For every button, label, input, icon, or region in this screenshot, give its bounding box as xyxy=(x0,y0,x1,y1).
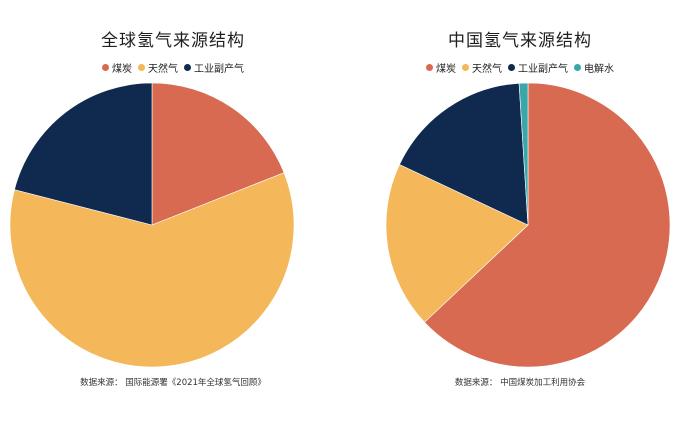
chart-title: 全球氢气来源结构 xyxy=(101,31,245,51)
legend-item[interactable]: 天然气 xyxy=(138,60,178,75)
legend-item[interactable]: 工业副产气 xyxy=(184,60,244,75)
legend-swatch xyxy=(102,64,109,71)
data-source-note: 数据来源： 国际能源署《2021年全球氢气回顾》 xyxy=(80,378,266,388)
legend-label: 工业副产气 xyxy=(518,64,568,75)
legend-label: 天然气 xyxy=(472,64,502,75)
legend-label: 工业副产气 xyxy=(194,64,244,75)
chart-legend: 煤炭 天然气 工业副产气 电解水 xyxy=(347,60,693,75)
chart-panel-china: 中国氢气来源结构 煤炭 天然气 工业副产气 电解水 数据来源： 中国煤炭加工利用协会 xyxy=(347,0,693,425)
legend-item[interactable]: 煤炭 xyxy=(426,60,456,75)
pie-slice[interactable] xyxy=(518,82,529,226)
legend-item[interactable]: 天然气 xyxy=(462,60,502,75)
legend-item[interactable]: 煤炭 xyxy=(102,60,132,75)
pie-slice[interactable] xyxy=(151,82,285,226)
data-source-note: 数据来源： 中国煤炭加工利用协会 xyxy=(454,378,586,388)
chart-panel-global: 全球氢气来源结构 煤炭 天然气 工业副产气 数据来源： 国际能源署《2021年全球氢… xyxy=(0,0,346,425)
legend-swatch xyxy=(138,64,145,71)
pie-chart-global xyxy=(9,82,295,368)
legend-swatch xyxy=(508,64,515,71)
pie-slice[interactable] xyxy=(385,164,529,323)
legend-label: 煤炭 xyxy=(436,64,456,75)
legend-item[interactable]: 电解水 xyxy=(574,60,614,75)
legend-swatch xyxy=(574,64,581,71)
pie-slice[interactable] xyxy=(399,82,529,226)
chart-title: 中国氢气来源结构 xyxy=(448,31,592,51)
pie-slice[interactable] xyxy=(9,172,295,368)
legend-label: 煤炭 xyxy=(112,64,132,75)
legend-item[interactable]: 工业副产气 xyxy=(508,60,568,75)
legend-swatch xyxy=(426,64,433,71)
legend-swatch xyxy=(462,64,469,71)
pie-slice[interactable] xyxy=(14,82,153,226)
chart-legend: 煤炭 天然气 工业副产气 xyxy=(0,60,346,75)
legend-swatch xyxy=(184,64,191,71)
legend-label: 电解水 xyxy=(584,64,614,75)
pie-slice[interactable] xyxy=(424,82,671,368)
pie-chart-china xyxy=(385,82,671,368)
legend-label: 天然气 xyxy=(148,64,178,75)
